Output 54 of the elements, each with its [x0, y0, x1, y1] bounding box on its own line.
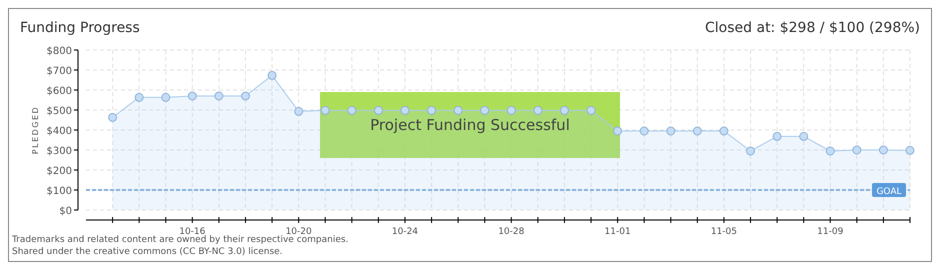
point — [161, 92, 170, 102]
x-tick-label: 11-05 — [710, 227, 738, 237]
point — [240, 92, 250, 100]
point — [878, 146, 888, 154]
point — [826, 146, 835, 156]
y-tick-label: $800 — [46, 46, 72, 57]
point — [188, 92, 197, 100]
point — [480, 106, 490, 115]
y-tick-label: $0 — [59, 206, 72, 217]
y-axis-title: PLEDGED — [31, 106, 40, 154]
y-tick-label: $400 — [46, 126, 72, 137]
y-tick-label: $600 — [46, 86, 72, 97]
point — [640, 126, 649, 136]
ref-line-label: GOAL — [876, 187, 902, 197]
point — [560, 106, 569, 115]
chart-title: Funding Progress — [20, 20, 140, 36]
point — [906, 146, 914, 155]
point — [533, 106, 542, 115]
text: Shared under the creative commons (CC BY-NC 3.0) license. — [12, 247, 283, 257]
y-tick-label: $500 — [46, 106, 72, 117]
point — [454, 106, 463, 115]
y-tick-label: $200 — [46, 166, 72, 177]
point — [746, 146, 756, 156]
y-tick-label: $100 — [46, 186, 72, 197]
point — [506, 106, 516, 115]
y-tick-label: $700 — [46, 66, 72, 77]
point — [613, 126, 622, 136]
annotation: Project Funding Successful — [370, 116, 570, 134]
point — [852, 146, 862, 154]
point — [134, 92, 144, 102]
x-tick-label: 10-24 — [392, 227, 418, 237]
x-tick-label: 11-01 — [604, 227, 631, 237]
point — [719, 126, 728, 136]
point — [400, 106, 410, 115]
point — [427, 106, 436, 115]
point — [374, 106, 383, 115]
point — [666, 126, 676, 136]
x-tick-label: 11-09 — [817, 227, 844, 237]
point — [799, 132, 808, 141]
point — [268, 70, 277, 80]
point — [294, 106, 304, 116]
x-tick-label: 10-16 — [179, 227, 206, 237]
y-tick-label: $300 — [46, 146, 72, 157]
point — [586, 106, 596, 115]
point — [320, 106, 330, 115]
x-tick-label: 10-28 — [498, 227, 525, 237]
point — [347, 106, 356, 115]
point — [214, 92, 224, 100]
point — [772, 132, 782, 141]
text: Trademarks and related content are owned by their respective companies. — [11, 235, 348, 245]
point — [692, 126, 702, 136]
x-tick-label: 10-20 — [286, 227, 312, 237]
point — [108, 112, 118, 122]
chart-subtitle: Closed at: $298 / $100 (298%) — [705, 20, 920, 36]
